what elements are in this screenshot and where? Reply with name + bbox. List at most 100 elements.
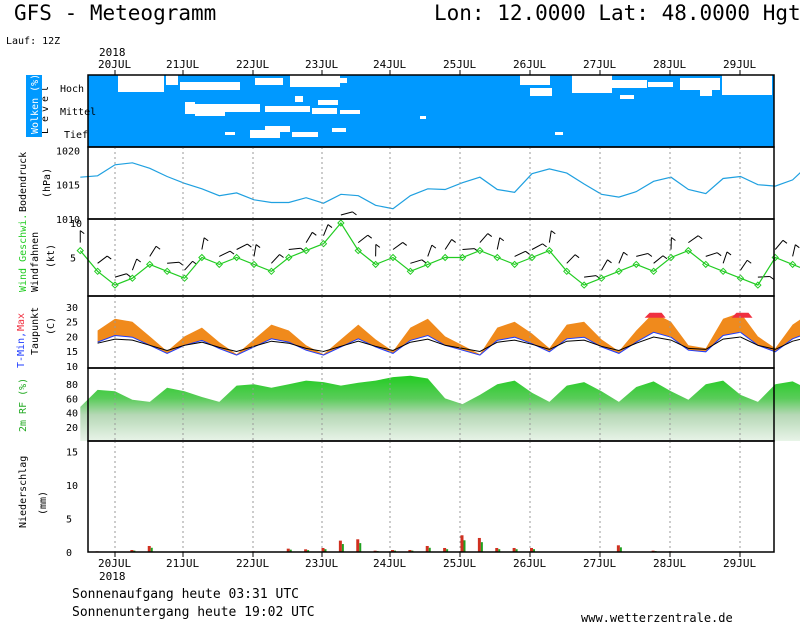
wind-speed-point xyxy=(406,267,415,276)
cloud-level-low: Tief xyxy=(64,130,88,141)
precip-tick-label: 5 xyxy=(66,515,72,526)
cloud-patch xyxy=(295,96,303,102)
wind-speed-point xyxy=(128,274,137,282)
cloud-label: Wolken (%) xyxy=(30,74,41,134)
precip-bar xyxy=(356,539,360,552)
rh-tick-label: 40 xyxy=(66,409,78,420)
pressure-tick-label: 1010 xyxy=(56,215,80,226)
date-label-bottom: 24JUL xyxy=(373,557,406,570)
wind-speed-point xyxy=(493,253,501,262)
wind-barb-flag xyxy=(782,239,788,244)
cloud-patch xyxy=(255,78,283,85)
wind-barb-flag xyxy=(697,235,703,240)
date-label-top: 25JUL xyxy=(443,58,476,71)
cloud-patch xyxy=(612,80,647,88)
wind-barb-flag xyxy=(136,258,141,263)
wind-barb-flag xyxy=(769,276,775,280)
wind-barb-flag xyxy=(106,255,112,260)
pressure-label: Bodendruck xyxy=(18,152,29,212)
precip-bar xyxy=(425,545,429,552)
precip-bar xyxy=(391,549,394,552)
rh-area xyxy=(80,375,800,441)
precip-unit: (mm) xyxy=(38,491,49,515)
panel-frame xyxy=(87,146,775,220)
wind-barb-flag xyxy=(607,259,612,264)
wind-tick-label: 5 xyxy=(70,254,76,265)
wind-barb xyxy=(688,235,699,244)
precip-bar xyxy=(512,547,516,552)
wind-speed-point xyxy=(93,267,102,276)
precip-bar-green xyxy=(619,547,622,552)
rh-tick-label: 60 xyxy=(66,394,78,405)
cloud-patch xyxy=(195,110,225,116)
wind-barb xyxy=(271,254,280,264)
wind-barb xyxy=(740,259,748,271)
precip-bar xyxy=(286,548,290,552)
wind-barb-flag xyxy=(421,259,427,264)
panel-frame xyxy=(87,440,775,553)
date-label-top: 21JUL xyxy=(166,58,199,71)
wind-barb xyxy=(792,244,796,257)
cloud-patch xyxy=(318,100,338,105)
wind-barb-flag xyxy=(178,261,184,266)
date-label-top: 27JUL xyxy=(583,58,616,71)
wind-speed-point xyxy=(389,253,397,262)
wind-barb-flag xyxy=(574,254,580,259)
wind-barb xyxy=(219,250,231,257)
cloud-patch xyxy=(166,75,178,85)
precip-bar-green xyxy=(307,550,310,552)
date-axis-top: 20JUL 21JUL 22JUL 23JUL 24JUL 25JUL 26JUL 27JUL… xyxy=(98,58,756,71)
wind-barb xyxy=(479,233,489,243)
wind-barb xyxy=(323,224,329,236)
wind-barb-flag xyxy=(595,275,601,280)
precip-bar-green xyxy=(515,549,518,552)
date-label-bottom: 20JUL xyxy=(98,557,131,570)
date-label-top: 28JUL xyxy=(653,58,686,71)
model-run-label: Lauf: 12Z xyxy=(6,36,60,47)
wind-speed-point xyxy=(510,260,519,269)
wind-barb-flag xyxy=(716,252,722,257)
wind-speed-point xyxy=(76,246,84,255)
precip-bar-green xyxy=(480,542,483,552)
wind-barb-flag xyxy=(662,255,668,260)
date-label-bottom: 25JUL xyxy=(443,557,476,570)
location-info: Lon: 12.0000 Lat: 48.0000 Hgt: 5 xyxy=(434,1,800,25)
tmax-fill xyxy=(97,312,800,356)
wind-speed-point xyxy=(458,253,467,262)
wind-speed-point xyxy=(250,260,258,269)
precip-bar xyxy=(495,547,499,552)
precip-bar xyxy=(477,537,481,552)
wind-barb-flag xyxy=(431,244,437,249)
wind-barb-flag xyxy=(327,224,333,228)
date-label-bottom: 26JUL xyxy=(513,557,546,570)
sunset-text: Sonnenuntergang heute 19:02 UTC xyxy=(72,605,315,620)
precip-bar-green xyxy=(533,549,535,552)
wind-speed-point xyxy=(198,253,206,262)
wind-barb xyxy=(601,259,608,271)
wind-barb-flag xyxy=(79,230,85,235)
website-link[interactable]: www.wetterzentrale.de xyxy=(581,611,733,625)
wind-speed-point xyxy=(476,246,484,255)
wind-barb xyxy=(392,242,404,250)
wind-barb-flag xyxy=(499,237,505,242)
wind-speed-line xyxy=(79,221,800,286)
wind-speed-point xyxy=(563,267,571,276)
date-label-top: 20JUL xyxy=(98,58,131,71)
cloud-label-level-e2: e xyxy=(40,96,51,102)
wind-barb-flag xyxy=(451,239,456,243)
temp-tick-label: 25 xyxy=(66,318,78,329)
wind-speed-point xyxy=(111,281,119,289)
wind-barb-flag xyxy=(255,244,261,248)
wind-barb xyxy=(444,239,453,250)
cloud-patch xyxy=(420,116,426,119)
wind-barb-flag xyxy=(550,230,556,235)
dewpoint-label: Taupunkt xyxy=(30,307,41,355)
cloud-patch xyxy=(225,132,235,135)
wind-speed-point xyxy=(232,253,241,262)
wind-speed-point xyxy=(163,267,171,276)
rh-tick-label: 20 xyxy=(66,423,78,434)
precip-label: Niederschlag xyxy=(18,456,29,528)
cloud-patch xyxy=(332,128,346,132)
humidity-label: 2m RF (%) xyxy=(18,378,29,432)
cloud-label-level-e1: e xyxy=(40,116,51,122)
